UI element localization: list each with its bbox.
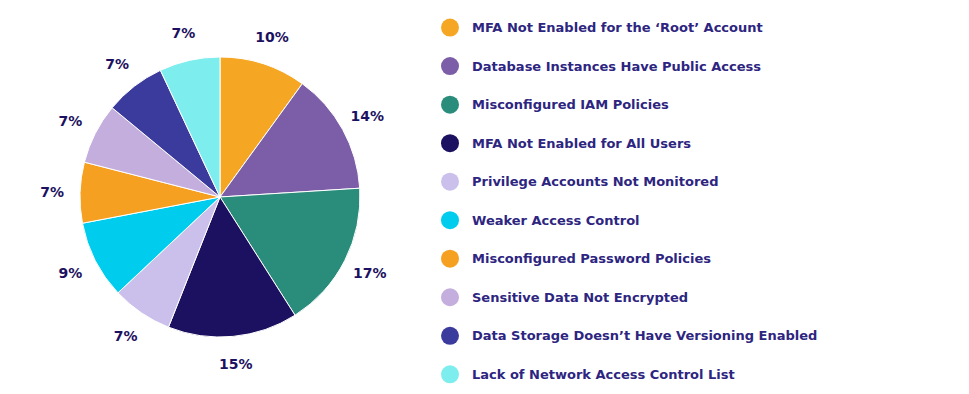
legend-swatch [441,134,459,152]
legend-label: Data Storage Doesn’t Have Versioning Ena… [472,328,817,343]
data-label: 7% [105,56,129,72]
legend-swatch [441,288,459,306]
data-label: 7% [40,184,64,200]
legend-label: Misconfigured Password Policies [472,251,711,266]
legend-label: Database Instances Have Public Access [472,59,761,74]
legend-label: Privilege Accounts Not Monitored [472,174,718,189]
data-label: 10% [255,29,289,45]
data-label: 15% [219,356,253,372]
data-labels: 10% 14% 17% 15% 7% 9% 7% 7% 7% 7% [40,25,386,372]
data-label: 14% [350,108,384,124]
legend-label: Sensitive Data Not Encrypted [472,290,688,305]
data-label: 9% [58,265,82,281]
chart: 10% 14% 17% 15% 7% 9% 7% 7% 7% 7% MFA Not Enabled … [0,0,969,394]
legend-swatch [441,19,459,37]
legend-swatch [441,211,459,229]
data-label: 7% [171,25,195,41]
legend-swatch [441,250,459,268]
pie-slice [160,57,220,197]
pie [80,57,360,337]
legend-label: Misconfigured IAM Policies [472,97,669,112]
legend-label: MFA Not Enabled for the ‘Root’ Account [472,20,763,35]
legend-swatch [441,57,459,75]
legend-swatch [441,327,459,345]
legend-label: Weaker Access Control [472,213,640,228]
legend-label: Lack of Network Access Control List [472,367,735,382]
legend-swatch [441,365,459,383]
data-label: 7% [114,328,138,344]
legend-swatch [441,96,459,114]
legend-swatch [441,173,459,191]
data-label: 17% [353,265,387,281]
pie-slice [220,84,360,197]
data-label: 7% [58,113,82,129]
legend: MFA Not Enabled for the ‘Root’ Account Da… [441,19,817,384]
legend-label: MFA Not Enabled for All Users [472,136,691,151]
